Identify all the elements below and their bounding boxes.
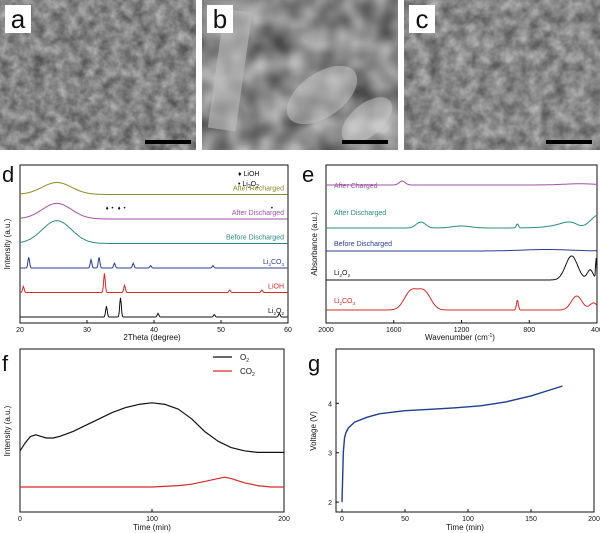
sem-texture-a bbox=[0, 0, 196, 150]
ftir-series-label: Li2CO3 bbox=[334, 298, 355, 306]
chart-e: e After Charged After Discharged Before Di… bbox=[300, 158, 600, 343]
dems-legend-co2: CO2 bbox=[240, 367, 255, 378]
xrd-peak-marker: • bbox=[271, 206, 273, 212]
panel-letter-a: a bbox=[5, 5, 31, 33]
chart-d: d After Recharged After Discharged Before … bbox=[0, 158, 300, 343]
panel-letter-b: b bbox=[207, 5, 233, 33]
voltage-y-tick-label: 2 bbox=[328, 500, 332, 507]
chart-g: g 0 50 100 150 200 2 3 4 Time (min) Voltage (V) bbox=[300, 345, 600, 533]
voltage-ylabel: Voltage (V) bbox=[309, 411, 318, 451]
xrd-xlabel: 2Theta (degree) bbox=[123, 333, 181, 342]
voltage-series-line bbox=[341, 385, 563, 503]
voltage-x-tick-label: 0 bbox=[340, 516, 344, 523]
ftir-series-label: After Charged bbox=[334, 183, 378, 190]
xrd-series-label: Before Discharged bbox=[226, 235, 284, 242]
voltage-x-tick-label: 50 bbox=[401, 516, 409, 523]
ftir-xlabel: Wavenumber (cm-1) bbox=[425, 333, 495, 342]
xrd-series-line bbox=[20, 297, 288, 318]
xrd-peak-marker: ♦ bbox=[106, 206, 109, 212]
xrd-chart: d After Recharged After Discharged Before … bbox=[2, 162, 292, 342]
panel-letter-d: d bbox=[2, 162, 14, 187]
scale-bar-c bbox=[546, 140, 592, 144]
ftir-x-tick-label: 2000 bbox=[318, 327, 334, 334]
ftir-series-line bbox=[326, 249, 597, 252]
voltage-xlabel: Time (min) bbox=[446, 523, 484, 532]
sem-image-a: a bbox=[0, 0, 196, 150]
dems-x-tick-label: 200 bbox=[278, 516, 290, 523]
voltage-y-tick-label: 4 bbox=[328, 401, 332, 408]
xrd-series-line bbox=[20, 273, 288, 293]
voltage-y-tick-label: 3 bbox=[328, 451, 332, 458]
dems-xlabel: Time (min) bbox=[133, 523, 171, 532]
chart-f: f 0 100 200 Time (min) Intensity (a.u.) O2… bbox=[0, 345, 300, 533]
ftir-series-line bbox=[326, 255, 598, 281]
xrd-peak-marker: ♦ bbox=[118, 206, 121, 212]
sem-texture-c bbox=[404, 0, 600, 150]
scale-bar-b bbox=[342, 140, 388, 144]
ftir-x-tick-label: 1200 bbox=[454, 327, 470, 334]
xrd-series-label: After Discharged bbox=[232, 210, 284, 217]
dems-series-line bbox=[20, 476, 284, 488]
xrd-peak-marker: • bbox=[111, 206, 113, 212]
dems-legend-o2: O2 bbox=[240, 353, 249, 364]
xrd-series-line bbox=[19, 182, 288, 195]
xrd-series-line bbox=[19, 220, 288, 244]
panel-letter-e: e bbox=[302, 162, 314, 187]
ftir-x-tick-label: 400 bbox=[591, 327, 600, 334]
panel-letter-c: c bbox=[409, 5, 435, 33]
ftir-series-label: Before Discharged bbox=[334, 241, 392, 248]
xrd-series-line bbox=[20, 257, 288, 269]
panel-letter-g: g bbox=[308, 351, 320, 376]
dems-chart: f 0 100 200 Time (min) Intensity (a.u.) O2… bbox=[2, 348, 290, 532]
ftir-series-line bbox=[326, 288, 598, 311]
ftir-series-line bbox=[326, 214, 598, 229]
ftir-x-tick-label: 1600 bbox=[386, 327, 402, 334]
voltage-chart: g 0 50 100 150 200 2 3 4 Time (min) Voltage (V) bbox=[308, 348, 600, 532]
sem-image-b: b bbox=[202, 0, 398, 150]
xrd-legend-li2o2: • Li2O2 bbox=[238, 181, 259, 190]
xrd-legend-lioh: ♦ LiOH bbox=[238, 171, 259, 178]
dems-ylabel: Intensity (a.u.) bbox=[3, 405, 12, 456]
xrd-series-line bbox=[19, 202, 288, 220]
dems-x-tick-label: 100 bbox=[146, 516, 158, 523]
xrd-peak-marker: • bbox=[123, 206, 125, 212]
voltage-x-tick-label: 200 bbox=[588, 516, 600, 523]
sem-image-c: c bbox=[404, 0, 600, 150]
ftir-series-label: Li2O2 bbox=[334, 270, 350, 278]
xrd-x-tick-label: 50 bbox=[217, 327, 225, 334]
ftir-series-line bbox=[326, 180, 598, 186]
dems-x-tick-label: 0 bbox=[18, 516, 22, 523]
voltage-frame bbox=[335, 348, 595, 513]
xrd-x-tick-label: 30 bbox=[83, 327, 91, 334]
ftir-ylabel: Absorbance (a.u.) bbox=[310, 212, 319, 276]
xrd-x-tick-label: 40 bbox=[150, 327, 158, 334]
xrd-ylabel: Intensity (a.u.) bbox=[3, 218, 12, 269]
ftir-x-tick-label: 800 bbox=[523, 327, 535, 334]
dems-series-line bbox=[19, 402, 284, 454]
xrd-series-label: Li2CO3 bbox=[263, 259, 284, 267]
xrd-series-label: LiOH bbox=[268, 284, 284, 291]
panel-letter-f: f bbox=[2, 351, 9, 376]
voltage-x-tick-label: 100 bbox=[462, 516, 474, 523]
xrd-series-label: Li2O2 bbox=[268, 308, 284, 316]
sem-texture-b bbox=[202, 0, 398, 150]
voltage-x-tick-label: 150 bbox=[525, 516, 537, 523]
ftir-series-label: After Discharged bbox=[334, 210, 386, 217]
xrd-x-tick-label: 20 bbox=[16, 327, 24, 334]
scale-bar-a bbox=[145, 140, 191, 144]
ftir-chart: e After Charged After Discharged Before Di… bbox=[302, 162, 600, 342]
xrd-x-tick-label: 60 bbox=[284, 327, 292, 334]
xrd-series-label: After Recharged bbox=[233, 186, 284, 193]
